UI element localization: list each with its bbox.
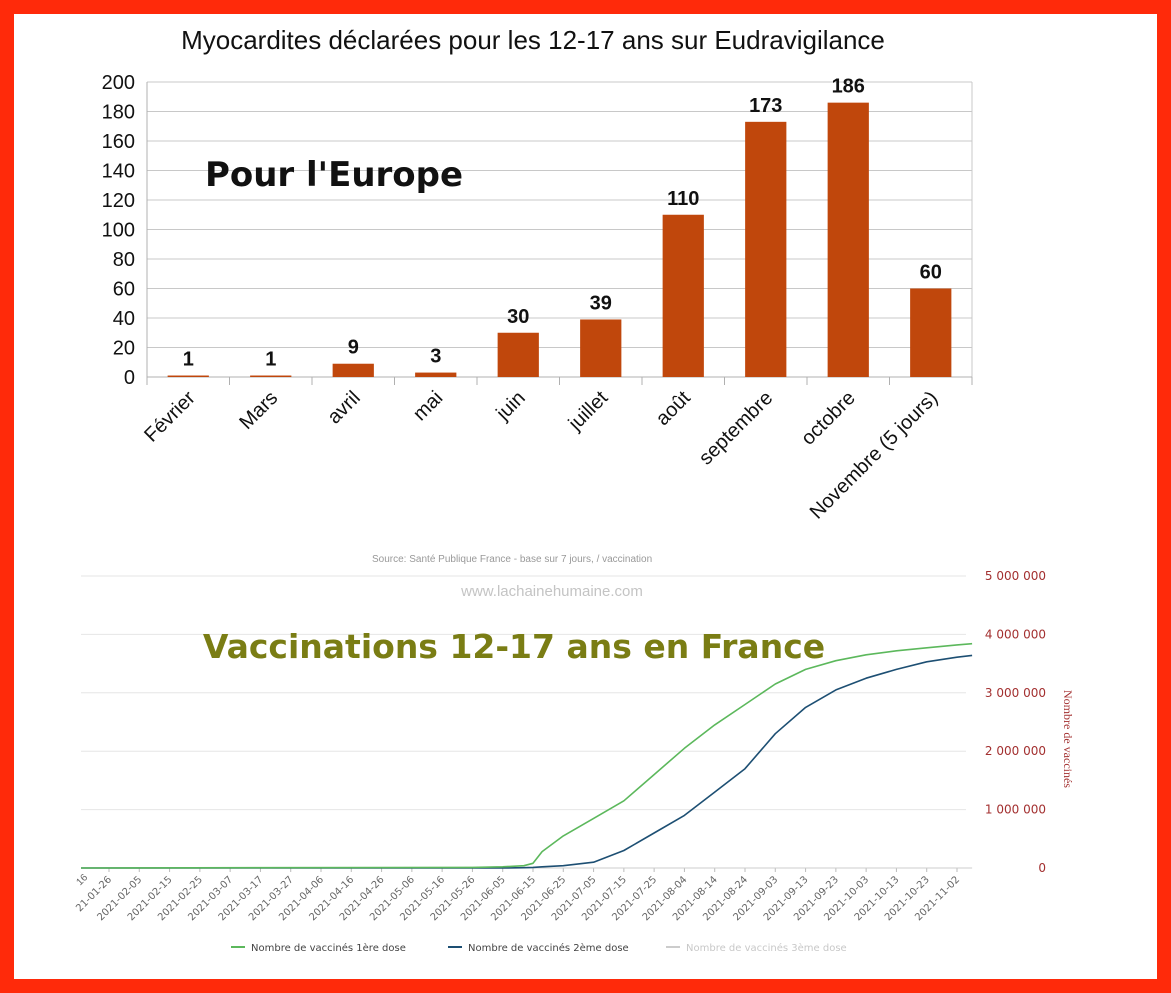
bar-chart-y-ticks: 0 20 40 60 80 100 120 140 160 180 200 <box>102 72 135 389</box>
line-chart-x-ticks: 1621-01-262021-02-052021-02-152021-02-25… <box>74 872 962 923</box>
bar-6 <box>662 214 704 377</box>
bar-chart-data-labels: 1 1 9 3 30 39 110 173 186 60 <box>183 76 942 371</box>
line-series-1 <box>80 642 973 869</box>
bar-data-label: 186 <box>832 76 865 98</box>
bar-data-label: 173 <box>749 95 782 117</box>
bar-y-tick-label: 40 <box>113 308 135 330</box>
line-chart-annotation: Vaccinations 12-17 ans en France <box>203 627 825 666</box>
bar-data-label: 1 <box>265 349 276 371</box>
bar-chart-grid <box>146 81 973 385</box>
bar-4 <box>497 332 539 377</box>
bar-x-tick-label: octobre <box>797 387 860 450</box>
bar-data-label: 110 <box>667 188 699 210</box>
bar-3 <box>415 372 457 377</box>
line-x-tick-label: 16 <box>74 872 90 888</box>
line-chart-watermark: www.lachainehumaine.com <box>460 583 643 600</box>
bar-y-tick-label: 200 <box>102 72 135 94</box>
bar-chart: Myocardites déclarées pour les 12-17 ans… <box>102 25 973 524</box>
bar-y-tick-label: 100 <box>102 220 135 242</box>
bar-chart-title: Myocardites déclarées pour les 12-17 ans… <box>181 25 885 55</box>
bar-chart-bars <box>167 102 952 378</box>
line-y-tick-label: 3 000 000 <box>985 686 1046 700</box>
bar-y-tick-label: 180 <box>102 102 135 124</box>
bar-y-tick-label: 80 <box>113 249 135 271</box>
bar-8 <box>827 102 869 378</box>
line-chart: Source: Santé Publique France - base sur… <box>74 554 1075 954</box>
line-y-tick-label: 1 000 000 <box>985 803 1046 817</box>
legend-label: Nombre de vaccinés 2ème dose <box>468 942 629 954</box>
bar-data-label: 60 <box>920 262 942 284</box>
bar-x-tick-label: mai <box>409 387 447 425</box>
charts-canvas: Myocardites déclarées pour les 12-17 ans… <box>74 25 1075 954</box>
bar-y-tick-label: 160 <box>102 131 135 153</box>
bar-7 <box>745 121 787 377</box>
bar-data-label: 3 <box>430 346 441 368</box>
bar-data-label: 39 <box>590 292 612 314</box>
bar-1 <box>250 375 292 377</box>
bar-chart-annotation: Pour l'Europe <box>205 155 463 195</box>
line-y-tick-label: 4 000 000 <box>985 627 1046 641</box>
bar-x-tick-label: juillet <box>564 387 613 436</box>
bar-y-tick-label: 120 <box>102 190 135 212</box>
line-y-tick-label: 5 000 000 <box>985 569 1046 583</box>
line-chart-grid <box>81 575 966 872</box>
line-chart-series <box>80 642 973 869</box>
bar-data-label: 30 <box>507 306 529 328</box>
bar-y-tick-label: 140 <box>102 161 135 183</box>
line-chart-y-ticks: 0 1 000 000 2 000 000 3 000 000 4 000 000 5 0… <box>985 569 1046 875</box>
bar-x-tick-label: août <box>652 387 695 430</box>
bar-y-tick-label: 0 <box>124 367 135 389</box>
bar-y-tick-label: 60 <box>113 279 135 301</box>
bar-y-tick-label: 20 <box>113 338 135 360</box>
legend-label: Nombre de vaccinés 3ème dose <box>686 942 847 954</box>
bar-x-tick-label: septembre <box>695 387 777 469</box>
line-chart-source-note: Source: Santé Publique France - base sur… <box>372 554 652 565</box>
bar-0 <box>167 375 209 377</box>
bar-x-tick-label: avril <box>323 387 364 428</box>
bar-5 <box>580 319 622 377</box>
bar-chart-x-ticks: Février Mars avril mai juin juillet août septem… <box>140 387 942 524</box>
image-frame: Myocardites déclarées pour les 12-17 ans… <box>14 14 1157 979</box>
line-chart-legend: Nombre de vaccinés 1ère dose Nombre de va… <box>231 942 847 954</box>
bar-x-tick-label: Mars <box>235 387 282 434</box>
bar-data-label: 1 <box>183 349 194 371</box>
bar-2 <box>332 363 374 377</box>
line-series-2 <box>81 654 973 869</box>
line-y-tick-label: 0 <box>1038 861 1046 875</box>
bar-x-tick-label: Février <box>140 387 200 447</box>
bar-x-tick-label: juin <box>492 387 530 425</box>
legend-label: Nombre de vaccinés 1ère dose <box>251 942 406 954</box>
line-chart-y-label: Nombre de vaccinés <box>1061 690 1075 788</box>
line-y-tick-label: 2 000 000 <box>985 744 1046 758</box>
bar-9 <box>910 288 952 377</box>
bar-data-label: 9 <box>348 337 359 359</box>
